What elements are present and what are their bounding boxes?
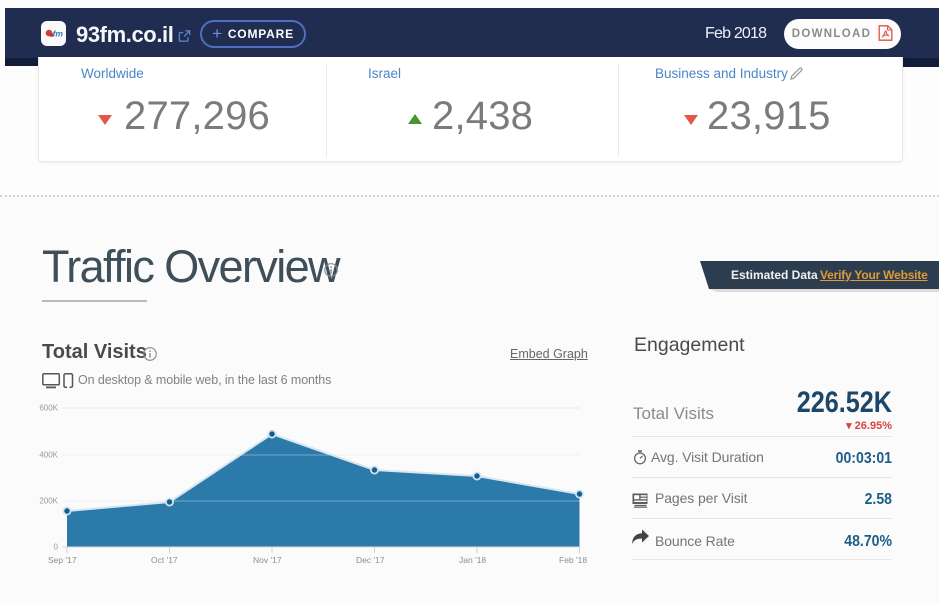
svg-text:Jan '18: Jan '18 bbox=[459, 555, 486, 565]
svg-text:Oct '17: Oct '17 bbox=[151, 555, 178, 565]
svg-text:Nov '17: Nov '17 bbox=[253, 555, 282, 565]
svg-text:600K: 600K bbox=[39, 404, 58, 413]
svg-text:Dec '17: Dec '17 bbox=[356, 555, 385, 565]
svg-text:400K: 400K bbox=[39, 451, 58, 460]
svg-text:Sep '17: Sep '17 bbox=[48, 555, 77, 565]
svg-text:200K: 200K bbox=[39, 497, 58, 506]
svg-text:fm: fm bbox=[53, 29, 64, 39]
svg-text:Feb '18: Feb '18 bbox=[559, 555, 587, 565]
svg-text:0: 0 bbox=[54, 543, 59, 552]
